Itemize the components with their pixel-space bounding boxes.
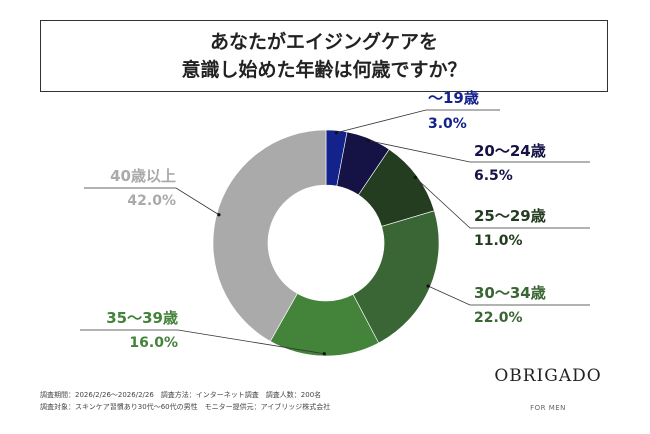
callout-dot-5 [322,352,326,356]
callout-dot-1 [334,131,338,135]
brand-subtitle: FOR MEN [530,404,566,412]
slice-label-3: 25～29歳 [474,207,546,225]
chart-title-line-2: 意識し始めた年齢は何歳ですか？ [181,59,467,81]
callout-dot-3 [413,175,417,180]
slice-label-2: 20～24歳 [474,142,546,160]
callout-dot-4 [426,284,430,288]
callout-line-2 [368,140,590,163]
slice-value-3: 11.0% [474,233,523,249]
callout-line-1 [336,109,500,134]
brand-logo: OBRIGADO [494,366,602,386]
slice-label-4: 30～34歳 [474,284,546,302]
survey-footnote-line-1: 調査期間：2026/2/26～2026/2/26 調査方法：インターネット調査 … [40,391,322,399]
slice-value-1: 3.0% [428,116,467,132]
slice-value-2: 6.5% [474,168,513,184]
callout-dot-6 [217,213,221,217]
slice-value-6: 42.0% [127,193,176,209]
chart-title-line-1: あなたがエイジングケアを [209,31,438,53]
slice-value-5: 16.0% [129,335,178,351]
callout-line-5 [80,329,325,355]
survey-footnote-line-2: 調査対象：スキンケア習慣あり30代～60代の男性 モニター提供元：アイブリッジ株… [40,403,331,411]
slice-label-1: ～19歳 [428,89,479,107]
callout-dot-2 [366,139,370,143]
slice-label-5: 35～39歳 [106,309,178,327]
survey-footnote: 調査期間：2026/2/26～2026/2/26 調査方法：インターネット調査 … [40,389,330,413]
callout-line-4 [427,285,590,306]
slice-value-4: 22.0% [474,310,523,326]
chart-title: あなたがエイジングケアを 意識し始めた年齢は何歳ですか？ [40,20,608,92]
slice-label-6: 40歳以上 [110,167,176,185]
callout-line-3 [415,177,590,229]
callout-line-6 [84,187,220,216]
donut-slice-4 [352,210,440,344]
donut-slice-6 [212,129,327,342]
